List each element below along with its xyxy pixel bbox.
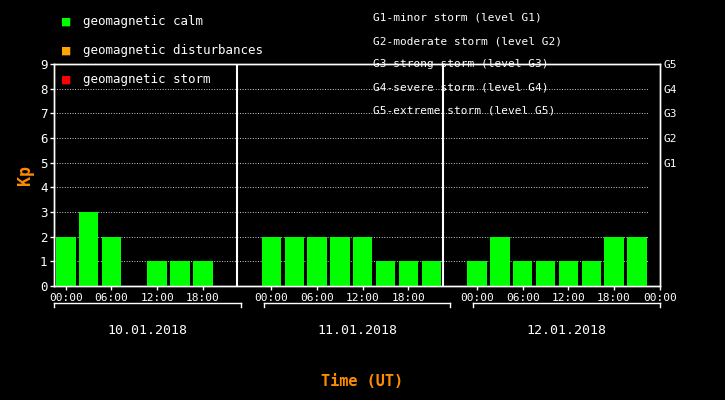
- Text: G4-severe storm (level G4): G4-severe storm (level G4): [373, 83, 549, 93]
- Bar: [170, 261, 190, 286]
- Bar: [559, 261, 578, 286]
- Text: 11.01.2018: 11.01.2018: [317, 324, 397, 336]
- Bar: [353, 237, 373, 286]
- Bar: [262, 237, 281, 286]
- Bar: [284, 237, 304, 286]
- Bar: [468, 261, 486, 286]
- Text: G2-moderate storm (level G2): G2-moderate storm (level G2): [373, 36, 563, 46]
- Bar: [376, 261, 395, 286]
- Bar: [490, 237, 510, 286]
- Text: geomagnetic storm: geomagnetic storm: [83, 73, 211, 86]
- Text: G1-minor storm (level G1): G1-minor storm (level G1): [373, 13, 542, 23]
- Text: ■: ■: [62, 73, 70, 87]
- Text: Time (UT): Time (UT): [321, 374, 404, 390]
- Bar: [56, 237, 75, 286]
- Bar: [605, 237, 624, 286]
- Text: geomagnetic calm: geomagnetic calm: [83, 16, 204, 28]
- Bar: [307, 237, 327, 286]
- Text: 12.01.2018: 12.01.2018: [526, 324, 607, 336]
- Bar: [627, 237, 647, 286]
- Bar: [581, 261, 601, 286]
- Text: ■: ■: [62, 44, 70, 58]
- Text: 10.01.2018: 10.01.2018: [107, 324, 188, 336]
- Text: G3-strong storm (level G3): G3-strong storm (level G3): [373, 60, 549, 70]
- Bar: [102, 237, 121, 286]
- Bar: [399, 261, 418, 286]
- Bar: [147, 261, 167, 286]
- Bar: [536, 261, 555, 286]
- Bar: [422, 261, 441, 286]
- Bar: [330, 237, 349, 286]
- Text: ■: ■: [62, 15, 70, 29]
- Y-axis label: Kp: Kp: [17, 165, 34, 185]
- Bar: [193, 261, 212, 286]
- Bar: [79, 212, 99, 286]
- Bar: [513, 261, 532, 286]
- Text: geomagnetic disturbances: geomagnetic disturbances: [83, 44, 263, 57]
- Text: G5-extreme storm (level G5): G5-extreme storm (level G5): [373, 106, 555, 116]
